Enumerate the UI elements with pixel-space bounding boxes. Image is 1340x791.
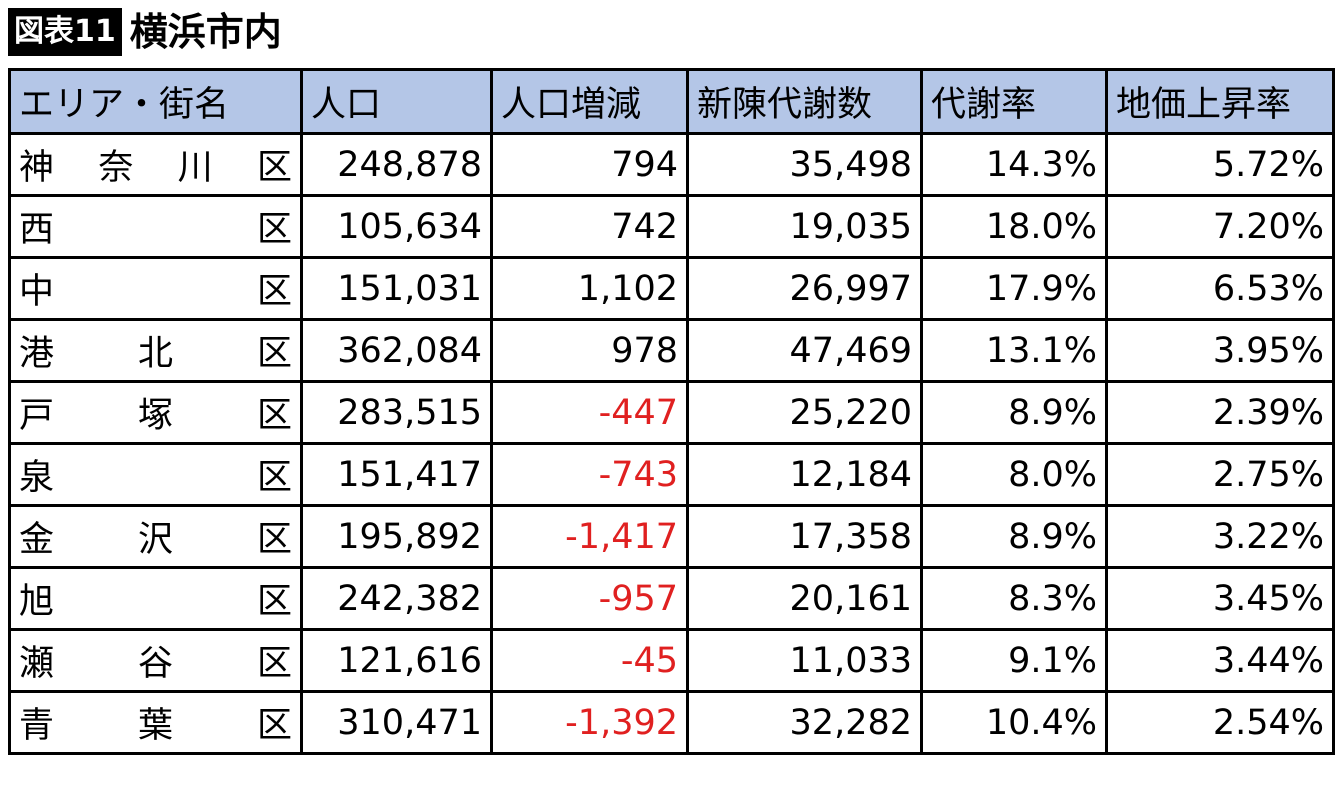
cell: 151,417 xyxy=(300,442,493,507)
column-header: 地価上昇率 xyxy=(1105,68,1335,135)
cell: 32,282 xyxy=(686,690,923,755)
table-row: 港北区 362,084 978 47,469 13.1% 3.95% xyxy=(8,318,1335,383)
table-row: 中区 151,031 1,102 26,997 17.9% 6.53% xyxy=(8,256,1335,321)
cell: 5.72% xyxy=(1105,132,1335,197)
data-table: エリア・街名 人口 人口増減 新陳代謝数 代謝率 地価上昇率 神奈川区 248,878 794… xyxy=(8,68,1335,755)
area-name: 泉区 xyxy=(8,442,303,507)
cell: 283,515 xyxy=(300,380,493,445)
table-row: 金沢区 195,892 -1,417 17,358 8.9% 3.22% xyxy=(8,504,1335,569)
cell: 1,102 xyxy=(490,256,689,321)
table-row: 瀬谷区 121,616 -45 11,033 9.1% 3.44% xyxy=(8,628,1335,693)
cell: 8.9% xyxy=(920,504,1108,569)
area-name: 西区 xyxy=(8,194,303,259)
area-name: 中区 xyxy=(8,256,303,321)
cell: 248,878 xyxy=(300,132,493,197)
table-row: 旭区 242,382 -957 20,161 8.3% 3.45% xyxy=(8,566,1335,631)
area-name: 港北区 xyxy=(8,318,303,383)
table-row: 泉区 151,417 -743 12,184 8.0% 2.75% xyxy=(8,442,1335,507)
area-name: 旭区 xyxy=(8,566,303,631)
cell: 20,161 xyxy=(686,566,923,631)
cell: 26,997 xyxy=(686,256,923,321)
header: 図表11 横浜市内 xyxy=(8,6,282,58)
title: 横浜市内 xyxy=(129,10,282,54)
cell: 13.1% xyxy=(920,318,1108,383)
cell: 2.75% xyxy=(1105,442,1335,507)
column-header: 人口 xyxy=(300,68,493,135)
figure-label: 図表11 xyxy=(8,8,122,56)
column-header: 代謝率 xyxy=(920,68,1108,135)
table-body: 神奈川区 248,878 794 35,498 14.3% 5.72% 西区 105,634 7… xyxy=(8,132,1335,755)
header-row: エリア・街名 人口 人口増減 新陳代謝数 代謝率 地価上昇率 xyxy=(8,68,1335,135)
cell: -957 xyxy=(490,566,689,631)
cell: 35,498 xyxy=(686,132,923,197)
cell: 11,033 xyxy=(686,628,923,693)
table-row: 青葉区 310,471 -1,392 32,282 10.4% 2.54% xyxy=(8,690,1335,755)
cell: 2.39% xyxy=(1105,380,1335,445)
cell: 121,616 xyxy=(300,628,493,693)
cell: -447 xyxy=(490,380,689,445)
area-name: 瀬谷区 xyxy=(8,628,303,693)
cell: 3.22% xyxy=(1105,504,1335,569)
cell: 3.95% xyxy=(1105,318,1335,383)
column-header: 人口増減 xyxy=(490,68,689,135)
table-row: 西区 105,634 742 19,035 18.0% 7.20% xyxy=(8,194,1335,259)
cell: 3.45% xyxy=(1105,566,1335,631)
cell: 794 xyxy=(490,132,689,197)
cell: 362,084 xyxy=(300,318,493,383)
cell: 47,469 xyxy=(686,318,923,383)
cell: 195,892 xyxy=(300,504,493,569)
cell: 978 xyxy=(490,318,689,383)
column-header: エリア・街名 xyxy=(8,68,303,135)
area-name: 金沢区 xyxy=(8,504,303,569)
cell: 25,220 xyxy=(686,380,923,445)
cell: -45 xyxy=(490,628,689,693)
cell: 8.0% xyxy=(920,442,1108,507)
cell: 19,035 xyxy=(686,194,923,259)
table-row: 戸塚区 283,515 -447 25,220 8.9% 2.39% xyxy=(8,380,1335,445)
cell: 742 xyxy=(490,194,689,259)
area-name: 青葉区 xyxy=(8,690,303,755)
column-header: 新陳代謝数 xyxy=(686,68,923,135)
cell: 17,358 xyxy=(686,504,923,569)
cell: 18.0% xyxy=(920,194,1108,259)
cell: -743 xyxy=(490,442,689,507)
area-name: 神奈川区 xyxy=(8,132,303,197)
cell: 3.44% xyxy=(1105,628,1335,693)
cell: 6.53% xyxy=(1105,256,1335,321)
cell: 151,031 xyxy=(300,256,493,321)
cell: 12,184 xyxy=(686,442,923,507)
cell: 2.54% xyxy=(1105,690,1335,755)
cell: 242,382 xyxy=(300,566,493,631)
cell: 8.9% xyxy=(920,380,1108,445)
cell: 14.3% xyxy=(920,132,1108,197)
cell: -1,417 xyxy=(490,504,689,569)
cell: 17.9% xyxy=(920,256,1108,321)
cell: 105,634 xyxy=(300,194,493,259)
area-name: 戸塚区 xyxy=(8,380,303,445)
cell: 310,471 xyxy=(300,690,493,755)
table-row: 神奈川区 248,878 794 35,498 14.3% 5.72% xyxy=(8,132,1335,197)
cell: 10.4% xyxy=(920,690,1108,755)
cell: 8.3% xyxy=(920,566,1108,631)
cell: 7.20% xyxy=(1105,194,1335,259)
cell: -1,392 xyxy=(490,690,689,755)
cell: 9.1% xyxy=(920,628,1108,693)
